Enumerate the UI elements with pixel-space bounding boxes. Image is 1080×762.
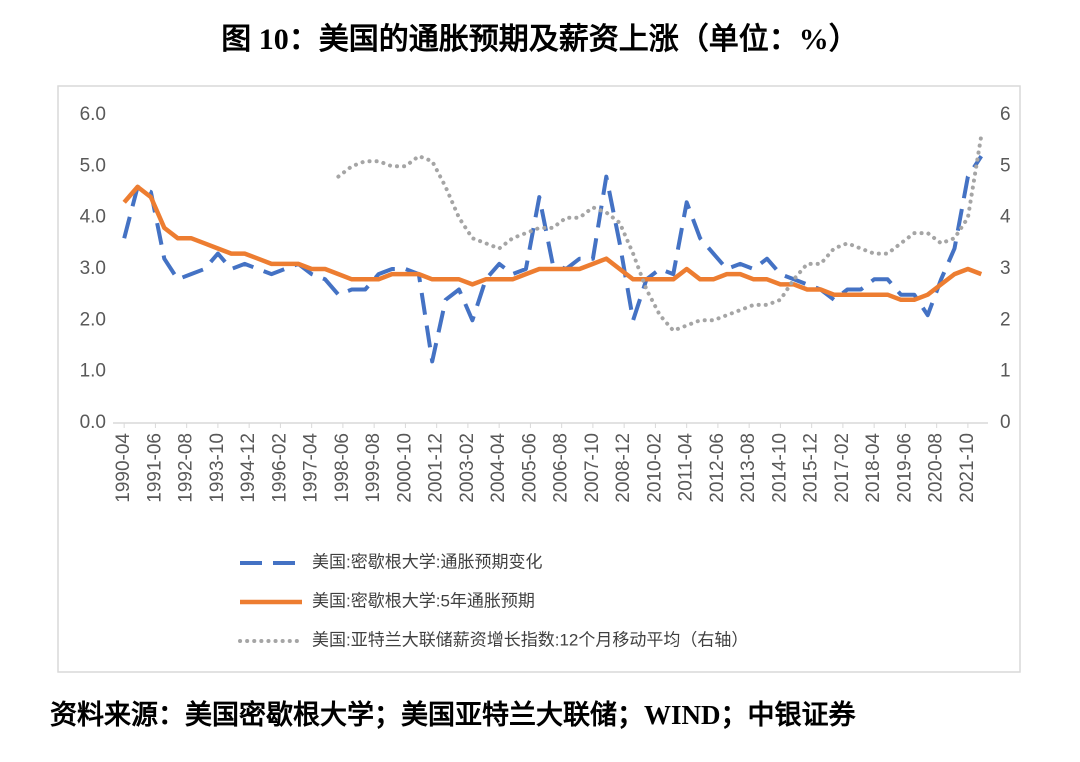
x-tick-label: 2012-06: [707, 433, 728, 503]
x-tick-label: 2010-02: [644, 433, 665, 503]
legend-label: 美国:密歇根大学:通胀预期变化: [312, 552, 542, 571]
x-tick-label: 2014-10: [769, 433, 790, 503]
x-tick-label: 1994-12: [238, 433, 259, 503]
source-note: 资料来源：美国密歇根大学；美国亚特兰大联储；WIND；中银证券: [50, 699, 857, 730]
x-tick-label: 2000-10: [394, 433, 415, 503]
chart-title: 图 10：美国的通胀预期及薪资上涨（单位：%）: [221, 22, 859, 56]
y-tick-label: 5.0: [80, 155, 106, 176]
x-tick-label: 1990-04: [113, 433, 134, 503]
x-tick-label: 2015-12: [801, 433, 822, 503]
x-tick-label: 2017-02: [832, 433, 853, 503]
x-tick-label: 2019-06: [894, 433, 915, 503]
legend-label: 美国:密歇根大学:5年通胀预期: [312, 591, 535, 610]
x-tick-label: 1992-08: [176, 433, 197, 503]
x-tick-label: 2003-02: [457, 433, 478, 503]
y2-tick-label: 0: [1000, 412, 1011, 433]
series-line: [122, 184, 983, 303]
y-tick-label: 6.0: [80, 104, 106, 125]
x-tick-label: 1997-04: [301, 433, 322, 503]
x-tick-label: 1996-02: [269, 433, 290, 503]
y2-tick-label: 2: [1000, 309, 1011, 330]
series-line: [122, 155, 983, 364]
legend-label: 美国:亚特兰大联储薪资增长指数:12个月移动平均（右轴）: [312, 630, 748, 649]
x-tick-label: 1993-10: [207, 433, 228, 503]
x-tick-label: 1991-06: [144, 433, 165, 503]
x-tick-label: 2001-12: [426, 433, 447, 503]
y2-tick-label: 5: [1000, 155, 1011, 176]
x-tick-label: 2008-12: [613, 433, 634, 503]
chart-frame: [57, 85, 1021, 673]
x-tick-label: 2018-04: [863, 433, 884, 503]
y2-tick-label: 1: [1000, 361, 1011, 382]
x-tick-label: 2021-10: [957, 433, 978, 503]
x-tick-label: 2006-08: [551, 433, 572, 503]
series-line: [336, 133, 984, 333]
y-tick-label: 4.0: [80, 207, 106, 228]
y2-tick-label: 3: [1000, 258, 1011, 279]
x-tick-label: 2004-04: [488, 433, 509, 503]
y2-tick-label: 6: [1000, 104, 1011, 125]
y-tick-label: 1.0: [80, 361, 106, 382]
x-tick-label: 2020-08: [926, 433, 947, 503]
y-tick-label: 3.0: [80, 258, 106, 279]
y2-tick-label: 4: [1000, 207, 1011, 228]
x-tick-label: 2005-06: [519, 433, 540, 503]
x-tick-label: 2013-08: [738, 433, 759, 503]
x-tick-label: 2011-04: [676, 433, 697, 502]
x-tick-label: 2007-10: [582, 433, 603, 503]
x-tick-label: 1999-08: [363, 433, 384, 503]
y-tick-label: 0.0: [80, 412, 106, 433]
y-tick-label: 2.0: [80, 309, 106, 330]
x-tick-label: 1998-06: [332, 433, 353, 503]
